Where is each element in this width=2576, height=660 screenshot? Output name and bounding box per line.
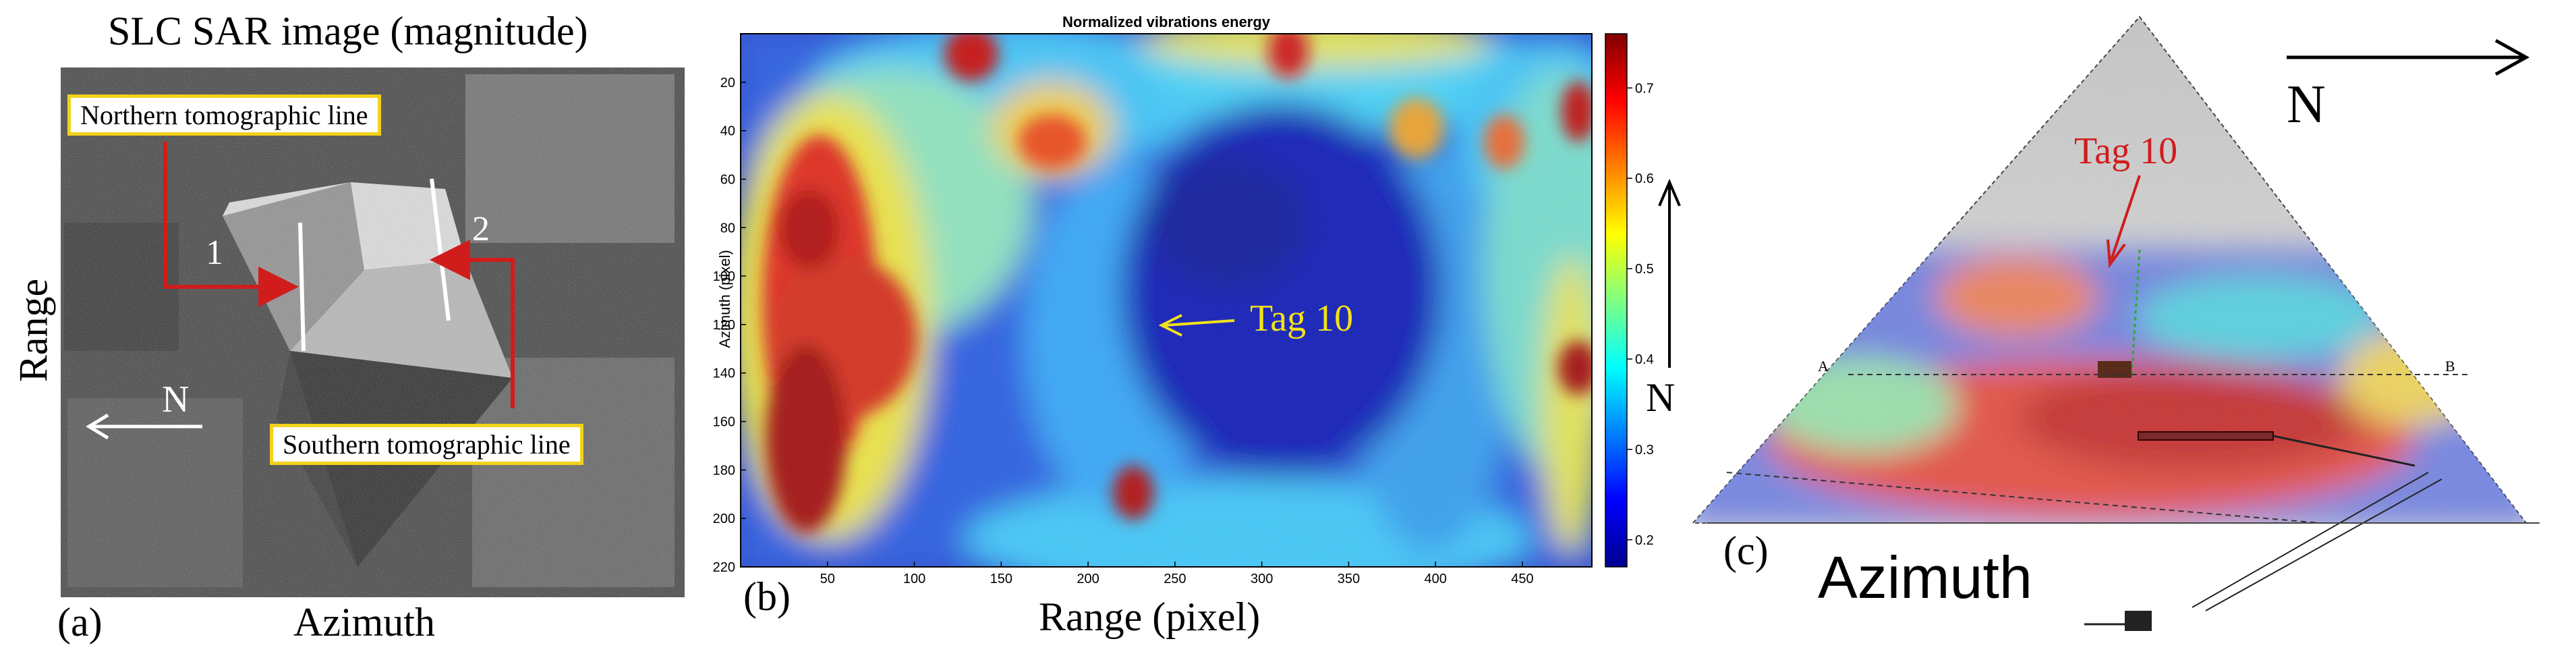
colorbar [1605,33,1628,568]
north-arrow-c-head [2494,38,2530,76]
tag10-arrow-b-head [1158,314,1182,337]
tomo-line-1 [298,222,306,352]
pyramid-drawing [1691,16,2540,631]
southern-line-arrow [430,240,515,408]
colorbar-tick-label: 0.2 [1635,533,1654,548]
y-tick-label: 200 [713,512,735,526]
y-tick-label: 80 [720,221,735,236]
panel-a-letter: (a) [57,600,103,644]
north-arrow-a-head [86,413,109,440]
panel-b-letter: (b) [743,574,791,619]
colorbar-ticks: 0.2 0.3 0.4 0.5 0.6 0.7 [1627,81,1654,548]
northern-line-arrow [163,142,299,307]
y-tick-label: 60 [720,172,735,187]
tag10-label-c: Tag 10 [2074,130,2178,172]
x-tick-label: 450 [1511,572,1533,586]
y-tick-label: 20 [720,76,735,90]
north-arrow-b-head [1658,178,1681,207]
panel-a-range-label: Range [11,278,56,383]
north-label-a: N [162,379,190,420]
instrument-box [2125,611,2152,631]
north-label-c: N [2287,75,2326,134]
northern-line-label: Northern tomographic line [67,94,381,136]
colorbar-tick-label: 0.3 [1635,443,1654,458]
panel-a-azimuth-label: Azimuth [293,600,435,644]
x-tick-label: 200 [1077,572,1099,586]
colorbar-tick-label: 0.5 [1635,262,1654,277]
y-tick-label: 120 [713,318,735,333]
colorbar-tick-label: 0.6 [1635,171,1654,186]
panel-c-letter: (c) [1723,528,1769,573]
tag10-arrow-c-head [2107,239,2126,269]
tag10-arrow-c [2110,175,2141,260]
y-tick-label: 160 [713,415,735,430]
heatmap-title: Normalized vibrations energy [1062,13,1271,30]
x-tick-label: 350 [1338,572,1360,586]
colorbar-tick-label: 0.4 [1635,352,1654,367]
tag10-label-b: Tag 10 [1250,298,1354,339]
y-tick-label: 180 [713,463,735,478]
y-tick-label: 100 [713,269,735,284]
x-tick-label: 150 [990,572,1012,586]
north-label-b: N [1646,375,1676,420]
y-tick-label: 140 [713,366,735,381]
southern-line-label: Southern tomographic line [270,424,583,465]
y-tick-label: 40 [720,124,735,139]
panel-c-azimuth-label: Azimuth [1818,544,2032,611]
point-a-label: A [1818,358,1829,375]
colorbar-tick-label: 0.7 [1635,81,1654,96]
point-b-label: B [2445,358,2455,375]
x-tick-label: 400 [1425,572,1447,586]
y-tick-label: 220 [713,560,735,575]
sar-image [61,67,685,597]
line-marker-1: 1 [206,233,223,272]
line-marker-2: 2 [472,210,490,248]
x-tick-label: 100 [903,572,925,586]
heatmap-ticks: 50 100 150 200 250 300 350 400 450 20 40 60 80 100 120… [713,76,1534,586]
panel-b-x-label: Range (pixel) [1039,595,1261,639]
x-tick-label: 250 [1164,572,1186,586]
heatmap-y-label: Azimuth (pixel) [716,250,733,348]
panel-a-title: SLC SAR image (magnitude) [108,9,588,53]
heatmap-plot [740,33,1593,568]
tag10-arrow-b [1164,319,1235,327]
x-tick-label: 50 [820,572,835,586]
x-tick-label: 300 [1251,572,1273,586]
